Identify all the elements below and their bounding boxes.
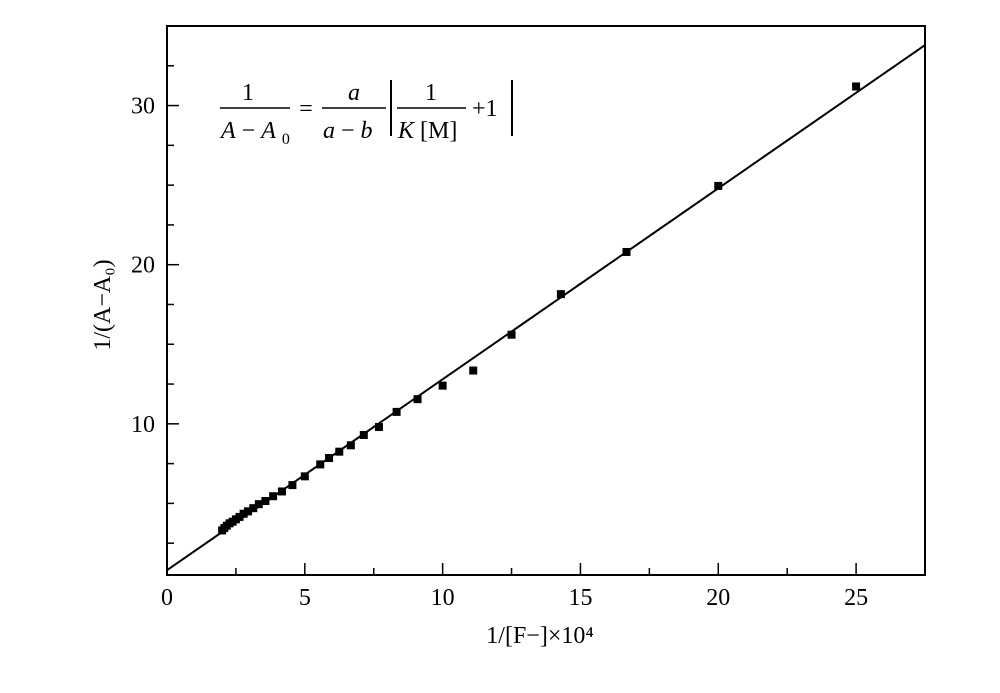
data-point: [249, 504, 258, 513]
data-point: [714, 181, 723, 190]
eq-lhs-den-a: A: [219, 118, 236, 144]
eq-equals: =: [299, 96, 313, 122]
equation-annotation: 1 A − A 0 = a a − b 1 K [M] +: [219, 80, 513, 148]
x-tick-label: 15: [568, 585, 592, 611]
data-point: [852, 82, 861, 91]
eq-r1-den-minus: −: [341, 118, 355, 144]
data-point: [261, 497, 270, 506]
data-points: [218, 82, 861, 535]
x-tick-label: 25: [844, 585, 868, 611]
x-tick-label: 5: [299, 585, 311, 611]
x-axis-label: 1/[F−]×10⁴: [486, 623, 593, 649]
data-point: [239, 509, 248, 518]
eq-lhs-den-minus: −: [242, 118, 256, 144]
x-tick-label: 20: [706, 585, 730, 611]
y-tick-label: 10: [131, 412, 155, 438]
data-point: [374, 423, 383, 432]
eq-r2-den-m: [M]: [420, 118, 457, 144]
data-point: [507, 330, 516, 339]
y-tick-label: 20: [131, 253, 155, 279]
data-point: [244, 507, 253, 516]
data-point: [316, 460, 325, 469]
data-point: [254, 500, 263, 509]
eq-r1-denominator: a − b: [323, 118, 373, 144]
data-point: [325, 454, 334, 463]
y-axis-label: 1/(A−A₀): [90, 259, 116, 350]
data-point: [300, 472, 309, 481]
data-point: [346, 441, 355, 450]
eq-lhs-den-sub: 0: [282, 131, 290, 148]
eq-r1-den-a: a: [323, 118, 335, 144]
plot-frame: [166, 25, 926, 576]
eq-lhs-denominator: A − A 0: [219, 118, 290, 148]
eq-r1-den-b: b: [361, 118, 373, 144]
eq-r2-numerator: 1: [425, 80, 437, 106]
axes-frame: [166, 25, 926, 576]
eq-r1-numerator: a: [348, 80, 360, 106]
data-point: [469, 366, 478, 375]
data-point: [269, 492, 278, 501]
data-point: [288, 481, 297, 490]
data-point: [335, 447, 344, 456]
data-point: [622, 247, 631, 256]
eq-plus-one: +1: [472, 96, 498, 122]
eq-r2-den-k: K: [397, 118, 416, 144]
data-point: [392, 407, 401, 416]
x-tick-label: 0: [161, 585, 173, 611]
data-point: [277, 487, 286, 496]
eq-lhs-numerator: 1: [242, 80, 254, 106]
y-tick-label: 30: [131, 94, 155, 120]
data-point: [235, 512, 244, 521]
data-point: [438, 381, 447, 390]
eq-lhs-den-a0: A: [259, 118, 276, 144]
data-point: [556, 290, 565, 299]
data-point: [359, 430, 368, 439]
data-point: [413, 395, 422, 404]
x-tick-label: 10: [431, 585, 455, 611]
eq-r2-denominator: K [M]: [397, 118, 457, 144]
